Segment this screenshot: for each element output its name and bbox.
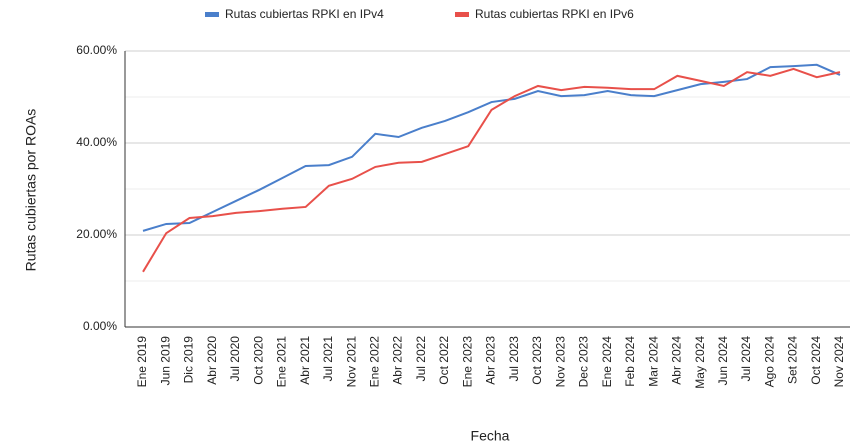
x-tick-label: Nov 2023: [553, 336, 567, 388]
x-tick-label: Jul 2024: [739, 336, 753, 382]
x-tick-label: May 2024: [693, 336, 707, 389]
x-tick-label: Ene 2022: [368, 336, 382, 388]
x-tick-label: Jul 2021: [321, 336, 335, 382]
x-tick-label: Jun 2019: [158, 336, 172, 386]
x-tick-label: Set 2024: [786, 336, 800, 384]
x-tick-label: Nov 2021: [344, 336, 358, 388]
y-tick-label: 0.00%: [83, 319, 117, 333]
x-tick-label: Oct 2023: [530, 336, 544, 385]
x-tick-label: Jun 2024: [716, 336, 730, 386]
y-tick-label: 20.00%: [76, 227, 117, 241]
x-tick-label: Ago 2024: [762, 336, 776, 388]
x-tick-label: Dec 2023: [577, 336, 591, 388]
x-tick-label: Mar 2024: [646, 336, 660, 387]
series-line: [142, 63, 841, 232]
x-tick-label: Dic 2019: [182, 336, 196, 384]
x-tick-label: Abr 2023: [484, 336, 498, 385]
x-tick-label: Abr 2021: [298, 336, 312, 385]
x-tick-label: Ene 2023: [460, 336, 474, 388]
legend-label: Rutas cubiertas RPKI en IPv4: [225, 7, 384, 21]
x-tick-label: Oct 2020: [251, 336, 265, 385]
y-tick-label: 60.00%: [76, 43, 117, 57]
x-tick-label: Jul 2020: [228, 336, 242, 382]
legend-swatch: [205, 12, 219, 17]
y-tick-label: 40.00%: [76, 135, 117, 149]
x-tick-label: Jul 2023: [507, 336, 521, 382]
legend-label: Rutas cubiertas RPKI en IPv6: [475, 7, 634, 21]
x-tick-label: Abr 2024: [670, 336, 684, 385]
x-tick-label: Oct 2022: [437, 336, 451, 385]
x-tick-label: Ene 2024: [600, 336, 614, 388]
legend-swatch: [455, 12, 469, 17]
x-tick-label: Jul 2022: [414, 336, 428, 382]
x-tick-label: Ene 2021: [275, 336, 289, 388]
x-tick-label: Nov 2024: [832, 336, 846, 388]
x-axis-title: Fecha: [471, 428, 510, 444]
x-tick-label: Ene 2019: [135, 336, 149, 388]
x-tick-label: Abr 2020: [205, 336, 219, 385]
x-tick-label: Oct 2024: [809, 336, 823, 385]
y-axis-title: Rutas cubiertas por ROAs: [23, 109, 39, 272]
x-tick-label: Abr 2022: [391, 336, 405, 385]
series-line: [142, 67, 841, 273]
x-tick-label: Feb 2024: [623, 336, 637, 387]
